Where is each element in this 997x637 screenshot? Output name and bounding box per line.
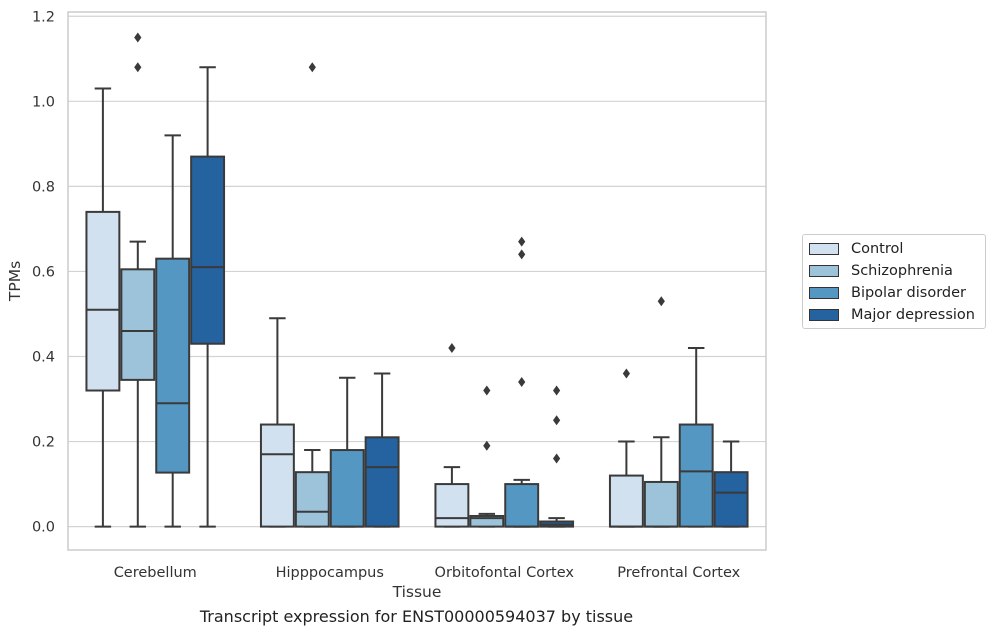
y-tick-label: 0.4 xyxy=(32,349,55,365)
outlier-point xyxy=(483,385,491,396)
outlier-point xyxy=(518,236,526,247)
outlier-point xyxy=(134,62,142,73)
box-iqr xyxy=(190,155,226,345)
x-axis-title: Tissue xyxy=(392,583,442,601)
legend-item-schizophrenia: Schizophrenia xyxy=(809,262,953,280)
legend-item-major-depression: Major depression xyxy=(809,306,975,324)
box-schizophrenia xyxy=(643,296,679,528)
box-iqr xyxy=(294,471,330,528)
y-tick-label: 0.0 xyxy=(32,520,55,536)
box-control xyxy=(434,342,470,528)
box-iqr xyxy=(155,257,191,474)
legend-label: Bipolar disorder xyxy=(851,285,966,301)
legend-swatch xyxy=(809,309,839,321)
y-tick-label: 0.8 xyxy=(32,179,55,195)
y-axis-title: TPMs xyxy=(6,261,24,302)
box-bipolar-disorder xyxy=(155,134,191,528)
outlier-point xyxy=(518,377,526,388)
box-iqr xyxy=(678,423,714,528)
outlier-point xyxy=(622,368,630,379)
box-bipolar-disorder xyxy=(678,346,714,528)
x-tick-label: Hipppocampus xyxy=(276,565,384,581)
y-tick-label: 1.0 xyxy=(32,94,55,110)
box-schizophrenia xyxy=(469,385,505,528)
box-iqr xyxy=(713,471,749,528)
legend-swatch xyxy=(809,265,839,277)
box-iqr xyxy=(259,423,295,528)
y-tick-label: 0.2 xyxy=(32,435,55,451)
box-iqr xyxy=(608,474,644,528)
outlier-point xyxy=(448,342,456,353)
legend-label: Control xyxy=(851,241,904,257)
outlier-point xyxy=(657,296,665,307)
box-schizophrenia xyxy=(120,32,156,528)
legend-item-control: Control xyxy=(809,240,903,258)
box-major-depression xyxy=(539,385,575,528)
outlier-point xyxy=(553,415,561,426)
box-iqr xyxy=(504,483,540,528)
box-layer xyxy=(85,32,749,528)
outlier-point xyxy=(553,453,561,464)
box-major-depression xyxy=(713,440,749,528)
box-control xyxy=(85,87,121,528)
box-iqr xyxy=(364,436,400,528)
box-iqr xyxy=(469,514,505,528)
x-tick-label: Prefrontal Cortex xyxy=(617,565,740,581)
legend-swatch xyxy=(809,243,839,255)
box-iqr xyxy=(434,483,470,528)
y-tick-label: 1.2 xyxy=(32,9,55,25)
legend-swatch xyxy=(809,287,839,299)
y-tick-label: 0.6 xyxy=(32,264,55,280)
outlier-point xyxy=(483,440,491,451)
x-tick-label: Orbitofontal Cortex xyxy=(435,565,575,581)
outlier-point xyxy=(553,385,561,396)
box-major-depression xyxy=(364,372,400,528)
plot-frame xyxy=(67,11,767,551)
legend-label: Schizophrenia xyxy=(851,263,953,279)
box-control xyxy=(608,368,644,528)
y-tick-labels: 0.0 0.2 0.4 0.6 0.8 1.0 1.2 xyxy=(32,9,55,535)
box-bipolar-disorder xyxy=(329,376,365,528)
outlier-point xyxy=(134,32,142,43)
legend-item-bipolar-disorder: Bipolar disorder xyxy=(809,284,966,302)
legend-label: Major depression xyxy=(851,307,975,323)
x-tick-labels: Cerebellum Hipppocampus Orbitofontal Corte… xyxy=(114,565,741,581)
box-control xyxy=(259,317,295,528)
box-iqr xyxy=(329,449,365,528)
box-iqr xyxy=(85,210,121,392)
chart-caption: Transcript expression for ENST0000059403… xyxy=(199,607,634,626)
box-iqr xyxy=(643,480,679,528)
box-iqr xyxy=(120,268,156,381)
outlier-point xyxy=(518,249,526,260)
box-major-depression xyxy=(190,66,226,528)
box-schizophrenia xyxy=(294,62,330,528)
outlier-point xyxy=(308,62,316,73)
legend: Control Schizophrenia Bipolar disorder M… xyxy=(802,234,986,329)
x-tick-label: Cerebellum xyxy=(114,565,197,581)
box-bipolar-disorder xyxy=(504,236,540,528)
